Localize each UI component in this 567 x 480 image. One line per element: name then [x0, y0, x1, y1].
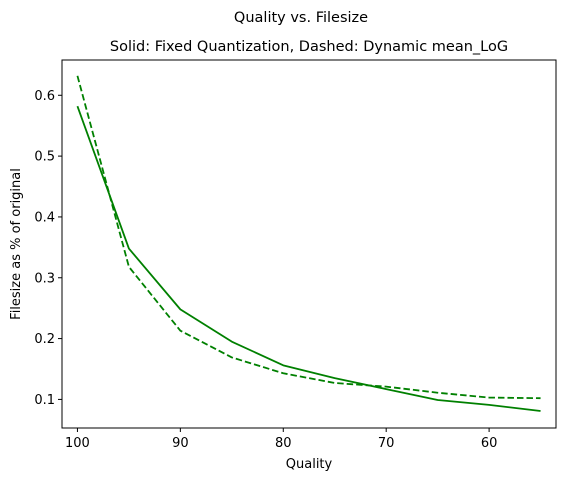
y-tick-label: 0.3 — [34, 271, 55, 286]
x-tick-label: 80 — [275, 436, 292, 451]
y-axis: 0.1 0.2 0.3 0.4 0.5 0.6 — [34, 89, 62, 408]
y-tick-label: 0.5 — [34, 150, 55, 165]
x-tick-label: 60 — [481, 436, 498, 451]
x-tick-label: 90 — [172, 436, 189, 451]
y-tick-label: 0.1 — [34, 393, 55, 408]
y-tick-label: 0.2 — [34, 332, 55, 347]
y-tick-label: 0.6 — [34, 89, 55, 104]
x-axis-label: Quality — [286, 457, 333, 472]
series-lines — [76, 75, 541, 412]
x-axis: 100 90 80 70 60 — [65, 428, 497, 451]
series-line-solid — [76, 105, 541, 412]
plot-frame — [61, 59, 557, 429]
chart-suptitle: Quality vs. Filesize — [234, 10, 368, 26]
y-axis-label: Filesize as % of original — [9, 168, 24, 320]
y-tick-label: 0.4 — [34, 210, 55, 225]
chart-title: Solid: Fixed Quantization, Dashed: Dynam… — [110, 39, 508, 55]
x-tick-label: 100 — [65, 436, 90, 451]
series-line-dashed — [76, 75, 541, 400]
x-tick-label: 70 — [378, 436, 395, 451]
